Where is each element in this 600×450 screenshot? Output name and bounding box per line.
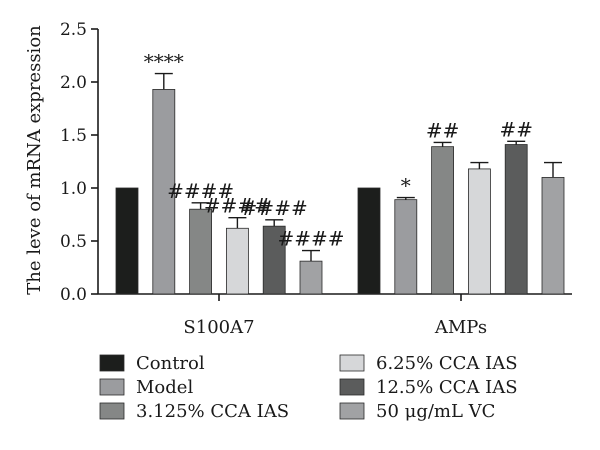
x-category-label: AMPs [434, 317, 487, 338]
legend-swatch [99, 354, 125, 372]
legend-label: 12.5% CCA IAS [376, 377, 518, 398]
legend-label: 50 μg/mL VC [376, 401, 495, 422]
y-tick-label: 1.5 [60, 126, 87, 146]
legend-label: Model [136, 377, 193, 398]
bar [394, 199, 418, 295]
bar [225, 227, 249, 295]
legend: Control Model 3.125% CCA IAS 6.25% CCA IAS 1… [99, 353, 518, 422]
significance-label: #### [204, 194, 271, 218]
y-tick-label: 2.0 [60, 73, 87, 93]
significance-label: ## [426, 118, 460, 142]
significance-label: * [401, 174, 411, 198]
y-tick-label: 2.5 [60, 20, 87, 40]
y-tick-label: 0.0 [60, 285, 87, 305]
bar [299, 260, 323, 295]
bar [189, 208, 213, 295]
significance-label: ## [499, 117, 533, 141]
significance-label: #### [241, 196, 308, 220]
x-category-label: S100A7 [183, 317, 254, 338]
legend-label: Control [136, 353, 205, 374]
significance-label: **** [144, 50, 184, 74]
legend-swatch [339, 354, 365, 372]
bar [504, 144, 528, 295]
bar [431, 146, 455, 295]
plot-area: 0.00.51.01.52.02.5****################S1… [60, 20, 572, 338]
significance-label: #### [167, 179, 234, 203]
legend-swatch [99, 402, 125, 420]
bar [467, 168, 491, 295]
y-axis-title: The leve of mRNA expression [24, 25, 45, 295]
legend-label: 3.125% CCA IAS [136, 401, 289, 422]
legend-swatch [339, 378, 365, 396]
legend-swatch [339, 402, 365, 420]
y-tick-label: 0.5 [60, 232, 87, 252]
legend-swatch [99, 378, 125, 396]
legend-label: 6.25% CCA IAS [376, 353, 518, 374]
bar [541, 176, 565, 295]
y-tick-label: 1.0 [60, 179, 87, 199]
significance-label: #### [277, 227, 344, 251]
bar [357, 187, 381, 295]
bar [115, 187, 139, 295]
